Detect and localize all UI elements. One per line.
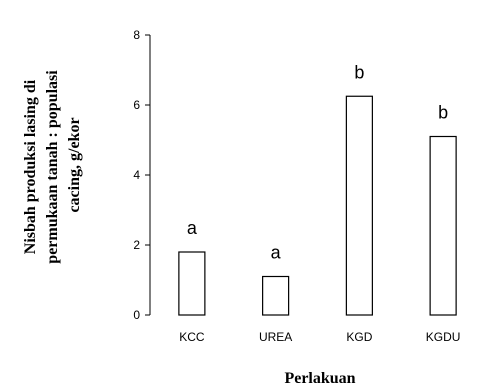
- y-axis-title-line-3: cacing, g/ekor: [66, 117, 83, 212]
- category-labels: KCC UREA KGD KGDU: [179, 330, 460, 344]
- significance-labels: a a b b: [187, 62, 448, 262]
- y-axis-title: Nisbah produksi lasing di permukaan tana…: [22, 66, 83, 263]
- category-label-kgd: KGD: [346, 330, 372, 344]
- y-tick-label: 0: [133, 308, 140, 322]
- category-label-kgdu: KGDU: [426, 330, 461, 344]
- significance-label-urea: a: [271, 243, 282, 263]
- significance-label-kcc: a: [187, 218, 198, 238]
- category-label-kcc: KCC: [179, 330, 205, 344]
- y-tick-label: 4: [133, 168, 140, 182]
- bar-kgdu: [429, 135, 457, 316]
- bar-kcc: [178, 251, 206, 316]
- bar-urea: [262, 275, 290, 316]
- bar-kgd: [345, 95, 373, 316]
- significance-label-kgdu: b: [438, 103, 448, 123]
- significance-label-kgd: b: [354, 62, 364, 82]
- x-axis-title: Perlakuan: [284, 370, 355, 387]
- y-ticks: 0 2 4 6 8: [133, 28, 150, 322]
- bars: [178, 95, 457, 316]
- y-tick-label: 6: [133, 98, 140, 112]
- y-tick-label: 8: [133, 28, 140, 42]
- y-axis-title-line-2: permukaan tanah : populasi: [44, 70, 61, 264]
- y-axis-title-line-1: Nisbah produksi lasing di: [22, 79, 39, 254]
- y-tick-label: 2: [133, 238, 140, 252]
- category-label-urea: UREA: [259, 330, 292, 344]
